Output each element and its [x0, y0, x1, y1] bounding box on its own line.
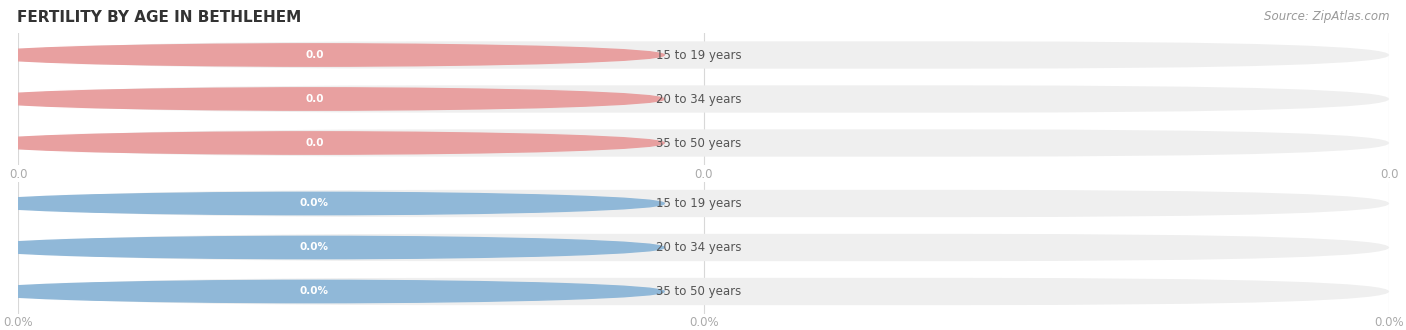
- FancyBboxPatch shape: [18, 278, 1389, 305]
- Text: 15 to 19 years: 15 to 19 years: [655, 49, 741, 61]
- Circle shape: [0, 132, 664, 154]
- Text: 20 to 34 years: 20 to 34 years: [655, 241, 741, 254]
- FancyBboxPatch shape: [18, 129, 1389, 157]
- Text: 0.0: 0.0: [305, 94, 323, 104]
- FancyBboxPatch shape: [55, 238, 575, 257]
- Circle shape: [0, 236, 664, 259]
- FancyBboxPatch shape: [55, 46, 575, 64]
- Circle shape: [0, 88, 664, 110]
- Text: 15 to 19 years: 15 to 19 years: [655, 197, 741, 210]
- FancyBboxPatch shape: [18, 41, 1389, 69]
- FancyBboxPatch shape: [55, 134, 575, 152]
- FancyBboxPatch shape: [18, 85, 1389, 113]
- Text: 0.0%: 0.0%: [299, 199, 329, 209]
- Text: 35 to 50 years: 35 to 50 years: [655, 137, 741, 149]
- Text: 0.0: 0.0: [305, 138, 323, 148]
- Circle shape: [0, 44, 664, 66]
- Text: FERTILITY BY AGE IN BETHLEHEM: FERTILITY BY AGE IN BETHLEHEM: [17, 10, 301, 25]
- Text: 20 to 34 years: 20 to 34 years: [655, 92, 741, 106]
- FancyBboxPatch shape: [55, 90, 575, 108]
- FancyBboxPatch shape: [55, 194, 575, 213]
- Circle shape: [0, 192, 664, 215]
- Text: 35 to 50 years: 35 to 50 years: [655, 285, 741, 298]
- Text: 0.0%: 0.0%: [299, 243, 329, 252]
- FancyBboxPatch shape: [18, 190, 1389, 217]
- Circle shape: [0, 280, 664, 303]
- FancyBboxPatch shape: [55, 282, 575, 301]
- Text: 0.0: 0.0: [305, 50, 323, 60]
- Text: Source: ZipAtlas.com: Source: ZipAtlas.com: [1264, 10, 1389, 23]
- Text: 0.0%: 0.0%: [299, 286, 329, 296]
- FancyBboxPatch shape: [18, 234, 1389, 261]
